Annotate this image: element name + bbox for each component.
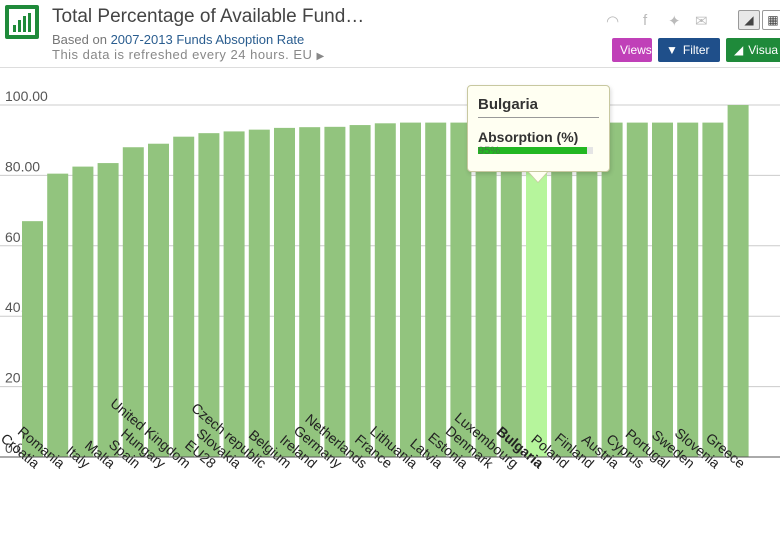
filter-icon: ▼ <box>666 43 678 57</box>
y-tick-label: 100.00 <box>5 88 48 104</box>
tooltip-pointer <box>529 172 547 182</box>
bar-germany[interactable] <box>324 126 346 457</box>
visualize-icon: ◢ <box>734 43 744 57</box>
bar-portugal[interactable] <box>652 122 673 457</box>
dataset-link[interactable]: 2007-2013 Funds Absoption Rate <box>110 32 305 47</box>
views-button[interactable]: Views <box>612 38 652 62</box>
app-logo <box>5 5 39 39</box>
bar-netherlands[interactable] <box>349 125 371 457</box>
bar-chart: 0.0020.0040.0060.0080.00100.00CroatiaRom… <box>0 88 780 472</box>
table-view-icon[interactable]: ▦ <box>762 10 780 30</box>
email-icon[interactable]: ✉ <box>695 13 708 30</box>
more-arrow-icon[interactable]: ▶ <box>316 51 325 62</box>
facebook-icon[interactable]: f <box>643 12 648 29</box>
tooltip-divider <box>478 117 599 118</box>
views-button-label: Views <box>620 43 652 57</box>
visualize-button-label: Visua <box>748 43 779 57</box>
bar-hungary[interactable] <box>148 143 169 457</box>
page-subtitle: Based on 2007-2013 Funds Absoption Rate <box>52 32 304 47</box>
bar-chart-icon <box>9 9 35 35</box>
bar-czech-republic[interactable] <box>248 129 270 457</box>
bar-cyprus[interactable] <box>626 122 648 457</box>
bar-latvia[interactable] <box>425 122 447 457</box>
chart-header: Total Percentage of Available Fund… Base… <box>0 0 780 68</box>
bar-united-kingdom[interactable] <box>173 136 195 457</box>
filter-button[interactable]: ▼ Filter <box>658 38 720 62</box>
bar-croatia[interactable] <box>22 221 43 457</box>
bar-estonia[interactable] <box>450 122 472 457</box>
bar-malta[interactable] <box>97 163 119 457</box>
bar-spain[interactable] <box>122 147 144 457</box>
tooltip-progress-fill <box>478 147 588 154</box>
tooltip-country: Bulgaria <box>478 96 539 113</box>
page-title: Total Percentage of Available Fund… <box>52 6 365 27</box>
bar-sweden[interactable] <box>677 122 699 457</box>
refresh-text: This data is refreshed every 24 hours. E… <box>52 47 313 62</box>
bar-poland[interactable] <box>551 122 573 457</box>
visualize-button[interactable]: ◢ Visua <box>726 38 780 62</box>
bar-greece[interactable] <box>727 105 749 457</box>
bar-chart-area: 0.0020.0040.0060.0080.00100.00CroatiaRom… <box>0 70 780 553</box>
bar-france[interactable] <box>374 123 396 457</box>
twitter-icon[interactable]: ✦ <box>668 13 681 30</box>
bar-slovenia[interactable] <box>702 122 724 457</box>
subtitle-prefix: Based on <box>52 32 107 47</box>
chart-view-icon[interactable]: ◢ <box>738 10 760 30</box>
bar-austria[interactable] <box>601 122 623 457</box>
bar-slovakia[interactable] <box>223 131 245 457</box>
y-tick-label: 80.00 <box>5 158 40 174</box>
chart-tooltip: Bulgaria Absorption (%) 95% <box>467 85 610 183</box>
bar-belgium[interactable] <box>274 127 295 457</box>
bar-luxembourg[interactable] <box>500 122 522 457</box>
tooltip-measure-label: Absorption (%) <box>478 129 579 145</box>
refresh-note: This data is refreshed every 24 hours. E… <box>52 47 325 62</box>
tooltip-value: 95% <box>478 145 501 157</box>
bar-italy[interactable] <box>72 166 94 457</box>
bar-eu28[interactable] <box>198 133 220 457</box>
filter-button-label: Filter <box>682 43 710 57</box>
bar-denmark[interactable] <box>475 122 497 457</box>
bar-romania[interactable] <box>47 173 69 457</box>
bar-finland[interactable] <box>576 122 598 457</box>
tooltip-progress-track <box>478 147 593 154</box>
bar-bulgaria[interactable] <box>526 122 547 457</box>
bar-ireland[interactable] <box>299 127 321 457</box>
bar-lithuania[interactable] <box>400 122 421 457</box>
rss-icon[interactable]: ◠ <box>606 13 620 30</box>
